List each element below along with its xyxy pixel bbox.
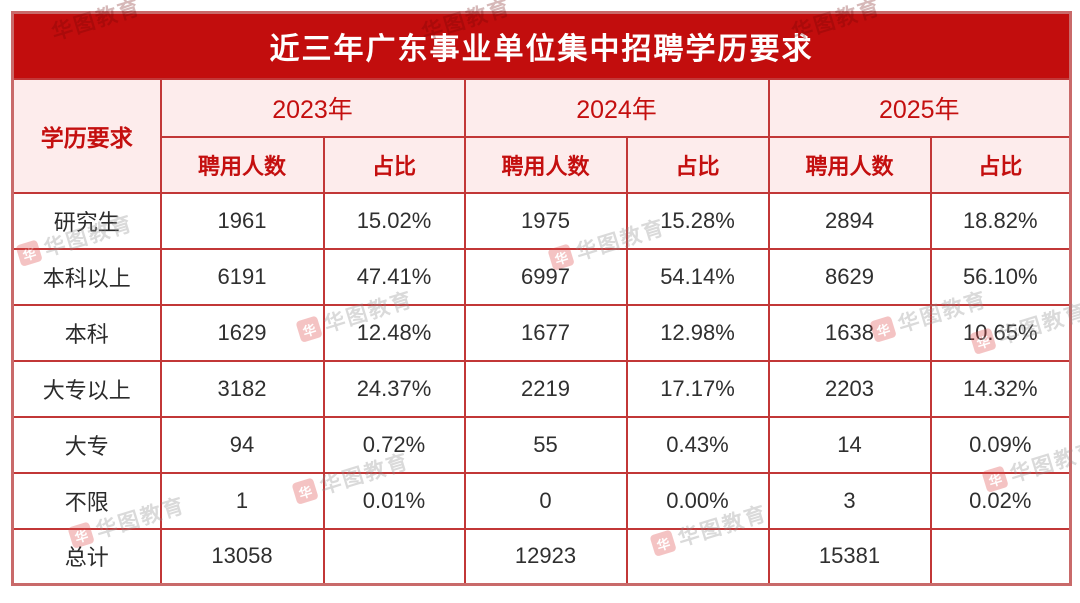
page-title: 近三年广东事业单位集中招聘学历要求 <box>11 11 1072 80</box>
cell-value <box>322 527 466 586</box>
row-label: 本科以上 <box>11 247 162 306</box>
cell-value: 1638 <box>767 303 932 362</box>
cell-value <box>625 527 770 586</box>
cell-value: 13058 <box>159 527 325 586</box>
row-label: 本科 <box>11 303 162 362</box>
cell-value: 1 <box>159 471 325 530</box>
row-label: 大专 <box>11 415 162 474</box>
cell-value: 3182 <box>159 359 325 418</box>
title-row: 近三年广东事业单位集中招聘学历要求 <box>11 11 1072 80</box>
cell-value: 0 <box>463 471 628 530</box>
cell-value: 15381 <box>767 527 932 586</box>
row-label: 大专以上 <box>11 359 162 418</box>
col-header-share-2024: 占比 <box>625 135 770 194</box>
cell-value: 15.02% <box>322 191 466 250</box>
cell-value: 54.14% <box>625 247 770 306</box>
table-body: 研究生 1961 15.02% 1975 15.28% 2894 18.82% 本科以上 619… <box>11 191 1072 586</box>
table-row: 大专 94 0.72% 55 0.43% 14 0.09% <box>11 415 1072 474</box>
col-header-hires-2024: 聘用人数 <box>463 135 628 194</box>
row-header-label: 学历要求 <box>11 77 162 194</box>
cell-value: 8629 <box>767 247 932 306</box>
row-label: 总计 <box>11 527 162 586</box>
cell-value: 0.00% <box>625 471 770 530</box>
table-row: 本科以上 6191 47.41% 6997 54.14% 8629 56.10% <box>11 247 1072 306</box>
cell-value: 14 <box>767 415 932 474</box>
cell-value: 47.41% <box>322 247 466 306</box>
cell-value: 1961 <box>159 191 325 250</box>
year-header-row: 学历要求 2023年 2024年 2025年 <box>11 77 1072 194</box>
cell-value: 0.72% <box>322 415 466 474</box>
cell-value: 12.48% <box>322 303 466 362</box>
cell-value: 2203 <box>767 359 932 418</box>
cell-value: 94 <box>159 415 325 474</box>
cell-value: 0.09% <box>929 415 1072 474</box>
row-label: 研究生 <box>11 191 162 250</box>
row-label: 不限 <box>11 471 162 530</box>
subheader-row: 聘用人数 占比 聘用人数 占比 聘用人数 占比 <box>13 135 1072 194</box>
col-header-hires-2023: 聘用人数 <box>159 135 325 194</box>
cell-value: 1975 <box>463 191 628 250</box>
cell-value: 17.17% <box>625 359 770 418</box>
cell-value: 1629 <box>159 303 325 362</box>
col-header-share-2025: 占比 <box>929 135 1072 194</box>
cell-value: 6191 <box>159 247 325 306</box>
cell-value: 15.28% <box>625 191 770 250</box>
cell-value: 55 <box>463 415 628 474</box>
table-row: 大专以上 3182 24.37% 2219 17.17% 2203 14.32% <box>11 359 1072 418</box>
table-row: 研究生 1961 15.02% 1975 15.28% 2894 18.82% <box>11 191 1072 250</box>
cell-value: 6997 <box>463 247 628 306</box>
cell-value: 1677 <box>463 303 628 362</box>
year-header-2025: 2025年 <box>767 77 1072 138</box>
cell-value: 0.43% <box>625 415 770 474</box>
cell-value: 18.82% <box>929 191 1072 250</box>
cell-value: 14.32% <box>929 359 1072 418</box>
table-row: 本科 1629 12.48% 1677 12.98% 1638 10.65% <box>11 303 1072 362</box>
cell-value: 0.02% <box>929 471 1072 530</box>
cell-value: 10.65% <box>929 303 1072 362</box>
year-header-2024: 2024年 <box>463 77 770 138</box>
cell-value: 2219 <box>463 359 628 418</box>
cell-value <box>929 527 1072 586</box>
cell-value: 2894 <box>767 191 932 250</box>
col-header-hires-2025: 聘用人数 <box>767 135 932 194</box>
table-row: 总计 13058 12923 15381 <box>11 527 1072 586</box>
cell-value: 3 <box>767 471 932 530</box>
cell-value: 0.01% <box>322 471 466 530</box>
cell-value: 12.98% <box>625 303 770 362</box>
cell-value: 12923 <box>463 527 628 586</box>
year-header-2023: 2023年 <box>159 77 466 138</box>
recruitment-education-table: 近三年广东事业单位集中招聘学历要求 学历要求 2023年 2024年 2025年… <box>11 11 1073 586</box>
cell-value: 24.37% <box>322 359 466 418</box>
col-header-share-2023: 占比 <box>322 135 466 194</box>
cell-value: 56.10% <box>929 247 1072 306</box>
table-row: 不限 1 0.01% 0 0.00% 3 0.02% <box>11 471 1072 530</box>
